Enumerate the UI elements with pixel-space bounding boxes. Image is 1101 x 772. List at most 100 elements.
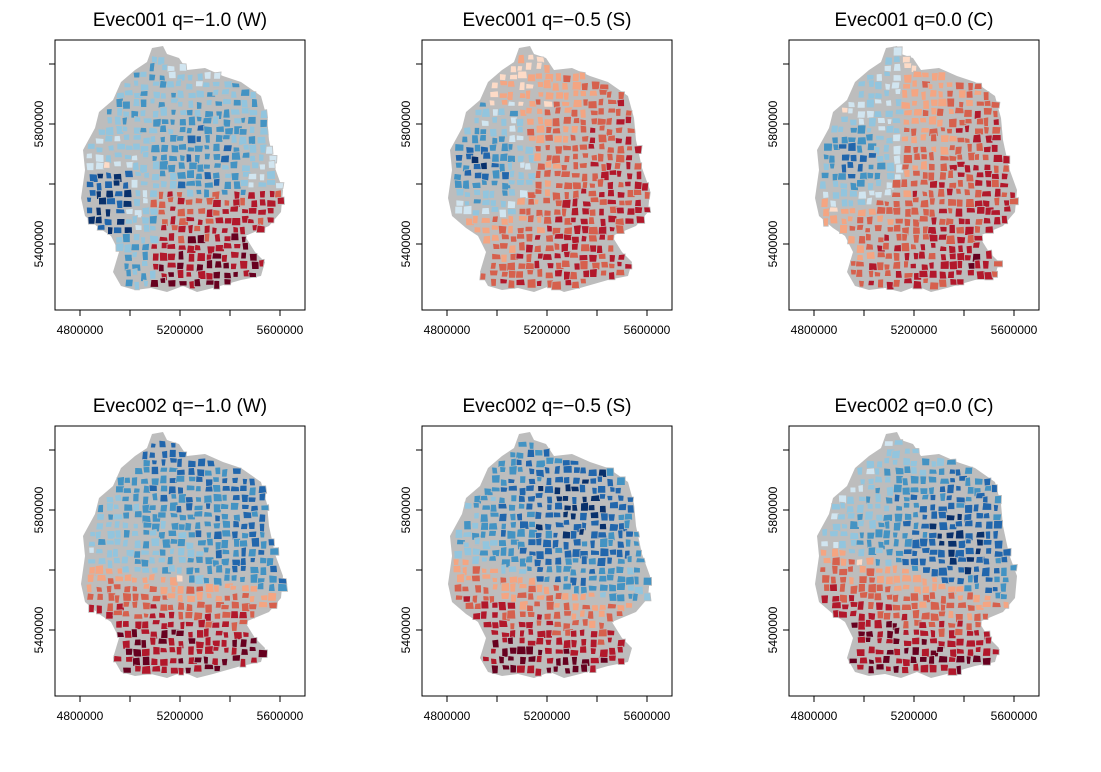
map-panel: Evec002 q=−0.5 (S) 4800000 5200000 5600000 5…	[367, 386, 734, 772]
district-region	[268, 601, 278, 609]
district-region	[892, 133, 902, 142]
district-region	[900, 612, 908, 622]
district-region	[937, 610, 947, 618]
district-region	[152, 645, 161, 656]
district-region	[148, 556, 156, 565]
district-region	[104, 180, 113, 189]
district-region	[581, 152, 590, 159]
district-region	[554, 501, 564, 511]
district-region	[616, 604, 626, 613]
district-region	[114, 493, 123, 502]
district-region	[133, 510, 143, 519]
district-region	[258, 163, 266, 171]
district-region	[517, 53, 526, 65]
district-region	[177, 547, 186, 557]
district-region	[615, 476, 626, 486]
district-region	[220, 539, 230, 549]
district-region	[524, 61, 533, 71]
district-region	[867, 546, 878, 556]
district-region	[965, 206, 976, 214]
district-region	[472, 612, 482, 621]
district-region	[526, 127, 536, 137]
district-region	[598, 233, 606, 241]
district-region	[992, 529, 999, 540]
district-region	[883, 70, 891, 77]
district-region	[616, 144, 626, 155]
district-region	[553, 620, 563, 628]
district-region	[535, 208, 544, 218]
x-tick-label: 5600000	[624, 323, 671, 337]
district-region	[901, 573, 913, 583]
district-region	[509, 169, 516, 179]
district-region	[588, 182, 596, 189]
district-region	[479, 521, 489, 531]
district-region	[239, 196, 246, 207]
district-region	[867, 269, 875, 278]
district-region	[911, 549, 919, 557]
district-region	[589, 539, 596, 549]
district-region	[562, 540, 570, 551]
district-region	[240, 251, 248, 260]
district-region	[480, 216, 491, 224]
district-region	[213, 612, 222, 620]
district-region	[197, 618, 206, 629]
district-region	[88, 546, 95, 554]
district-region	[121, 116, 128, 126]
district-region	[141, 206, 151, 216]
district-region	[895, 657, 904, 665]
district-region	[904, 207, 912, 218]
district-region	[247, 521, 256, 530]
district-region	[219, 502, 230, 510]
district-region	[892, 251, 901, 262]
district-region	[991, 483, 998, 493]
district-region	[554, 215, 564, 224]
district-region	[891, 458, 899, 466]
district-region	[510, 555, 520, 563]
district-region	[947, 169, 954, 179]
district-region	[534, 449, 544, 457]
district-region	[569, 629, 578, 638]
district-region	[250, 536, 261, 548]
district-region	[546, 503, 553, 511]
district-region	[579, 466, 587, 475]
district-region	[489, 261, 497, 270]
district-region	[910, 466, 918, 475]
district-region	[891, 179, 902, 189]
district-region	[912, 662, 920, 672]
district-region	[516, 70, 528, 79]
district-region	[883, 153, 890, 161]
district-region	[948, 144, 956, 151]
district-region	[159, 135, 166, 143]
district-region	[274, 189, 282, 199]
district-region	[194, 485, 202, 492]
district-region	[885, 124, 895, 134]
district-region	[230, 232, 240, 242]
district-region	[569, 568, 578, 577]
district-region	[873, 98, 883, 105]
district-region	[159, 503, 169, 514]
district-region	[266, 207, 275, 215]
district-region	[214, 133, 224, 143]
district-region	[160, 223, 168, 232]
district-region	[185, 603, 194, 612]
district-region	[885, 206, 894, 215]
district-region	[921, 585, 931, 594]
district-region	[204, 645, 215, 655]
district-region	[867, 79, 875, 88]
district-region	[893, 626, 901, 635]
district-region	[867, 645, 876, 655]
district-region	[590, 549, 600, 556]
district-region	[535, 619, 543, 627]
district-region	[498, 619, 509, 628]
district-region	[204, 603, 213, 614]
district-region	[578, 628, 586, 637]
district-region	[517, 100, 525, 107]
district-region	[230, 262, 238, 270]
district-region	[157, 637, 168, 645]
district-region	[921, 577, 928, 587]
district-region	[921, 190, 929, 197]
district-region	[912, 169, 921, 177]
district-region	[875, 583, 884, 592]
district-region	[571, 242, 579, 251]
district-region	[1003, 205, 1012, 213]
